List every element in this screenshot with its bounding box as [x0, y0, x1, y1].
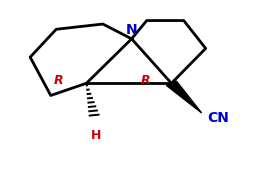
- Polygon shape: [166, 81, 202, 113]
- Text: CN: CN: [207, 112, 229, 125]
- Text: R: R: [53, 74, 63, 87]
- Text: N: N: [126, 23, 137, 37]
- Text: H: H: [91, 129, 101, 142]
- Text: R: R: [141, 74, 151, 87]
